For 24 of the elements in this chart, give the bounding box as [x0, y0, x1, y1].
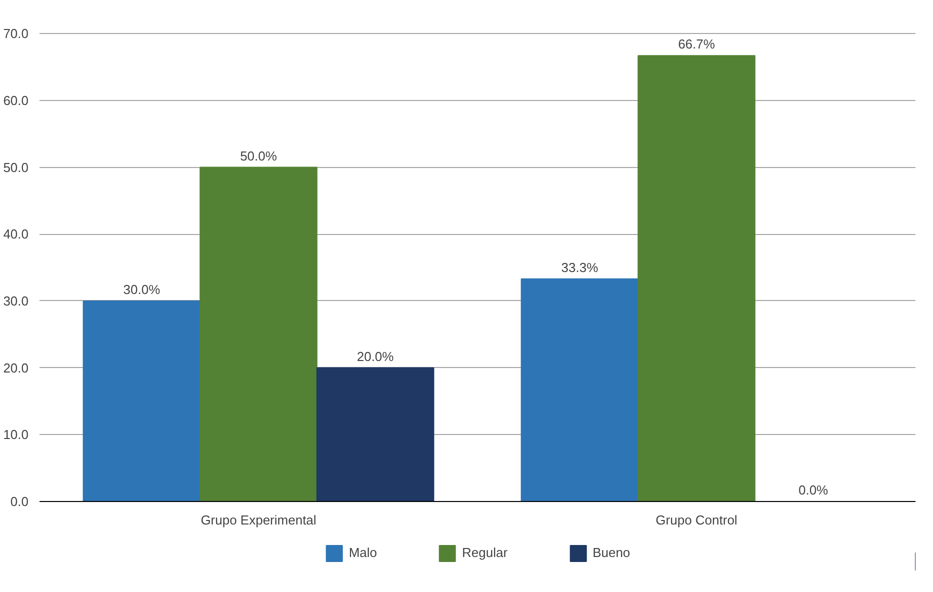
bar	[638, 55, 756, 502]
y-tick-label: 10.0	[3, 427, 29, 442]
y-tick-label: 50.0	[3, 160, 29, 175]
bar	[200, 166, 318, 502]
data-label: 50.0%	[240, 148, 278, 164]
bar	[82, 300, 201, 502]
y-tick-label: 60.0	[3, 92, 29, 108]
x-tick-label: Grupo Control	[656, 512, 738, 528]
bar	[520, 278, 639, 502]
data-label: 30.0%	[123, 282, 161, 297]
legend-label: Bueno	[592, 545, 630, 560]
data-label: 66.7%	[678, 36, 716, 52]
x-tick-label: Grupo Experimental	[200, 512, 316, 528]
data-label: 0.0%	[798, 482, 829, 498]
legend-label: Malo	[348, 545, 378, 560]
y-tick-label: 30.0	[3, 293, 29, 308]
legend-label: Regular	[462, 545, 508, 560]
y-tick-label: 40.0	[3, 226, 29, 242]
y-tick-label: 20.0	[3, 360, 29, 376]
y-tick-label: 0.0	[10, 494, 29, 509]
bar	[316, 367, 434, 502]
y-tick-label: 70.0	[3, 26, 29, 42]
data-label: 33.3%	[561, 260, 599, 275]
data-label: 20.0%	[356, 348, 394, 364]
